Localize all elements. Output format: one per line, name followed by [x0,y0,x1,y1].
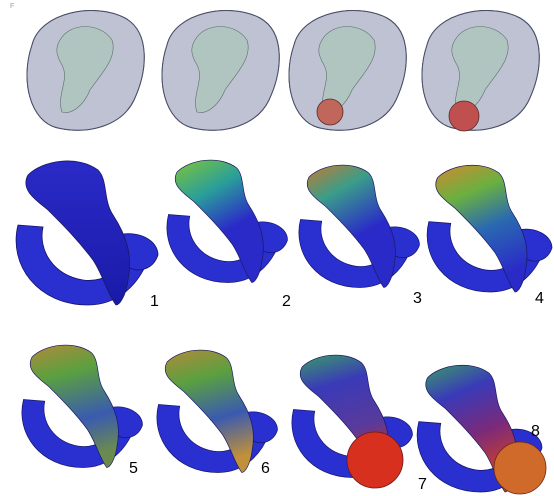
panel-label: 7 [418,476,427,493]
panel-label: 2 [282,293,291,310]
panel-label: 5 [129,460,138,477]
panel-label: 1 [150,293,159,310]
panel-label: 4 [535,290,544,307]
corner-mark: F [10,3,14,10]
top-row [26,10,540,132]
panel-label: 3 [413,290,422,307]
bottom-row [21,344,547,495]
panel-label: 8 [531,423,540,440]
panel-label: 6 [261,460,270,477]
panel-labels: 1 2 3 4 5 6 7 8 [129,290,544,493]
middle-row [15,159,553,306]
